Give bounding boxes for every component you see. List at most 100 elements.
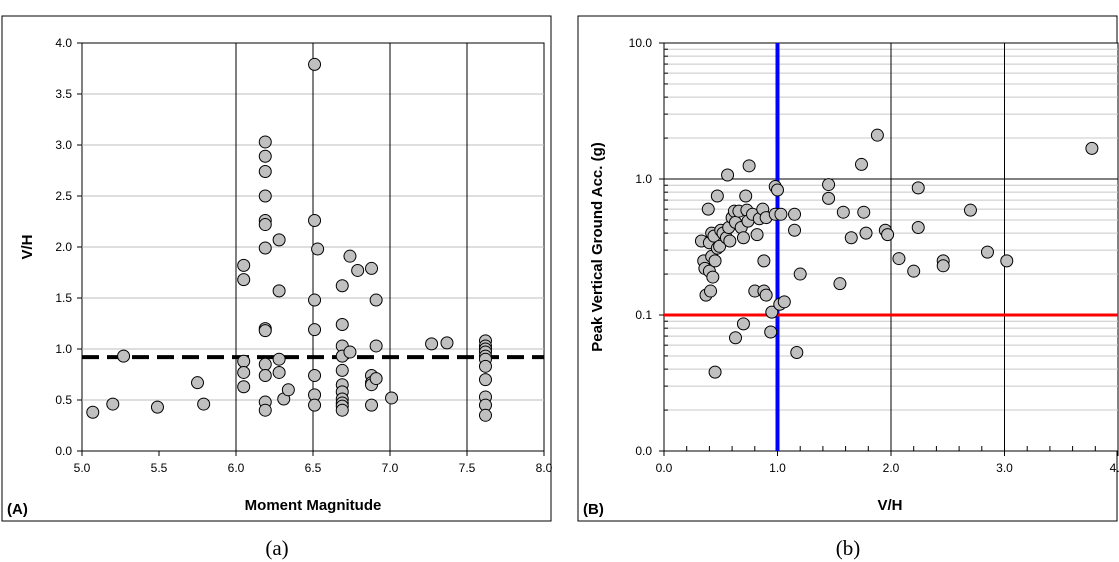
panel-a-data-point [237,273,251,287]
panel-a-data-point [369,339,383,353]
panel-b-data-point [704,284,718,298]
panel-a-data-point [365,398,379,412]
panel-b-data-point [736,231,750,245]
panel-b-y-tick-label: 1.0 [635,172,652,186]
panel-b-data-point [777,295,791,309]
panel-a-data-point [150,400,164,414]
panel-b-data-point [822,191,836,205]
panel-a-data-point [369,293,383,307]
panel-a-data-point [343,249,357,263]
panel-a-data-point [197,397,211,411]
panel-b-x-tick-label: 4.0 [1110,461,1119,475]
panel-a-data-point [308,398,322,412]
panel-a-x-tick-label: 8.0 [536,461,553,475]
panel-a-data-point [258,189,272,203]
panel-b-data-point [907,264,921,278]
panel-a: 0.0 0.5 1.0 1.5 2.0 2.5 3.0 3.5 4.0 5.0 5.5 6.0 6.5 7… [1,15,553,522]
panel-a-data-point [258,357,272,371]
panel-a-y-tick-label: 0.0 [55,444,72,458]
panel-b-data-point [790,345,804,359]
panel-b-data-point [963,203,977,217]
panel-a-x-tick-label: 5.0 [74,461,91,475]
panel-a-data-point [86,405,100,419]
panel-b-data-point [739,189,753,203]
panel-a-data-point [258,165,272,179]
panel-b-data-point [701,202,715,216]
panel-a-y-tick-label: 2.0 [55,240,72,254]
panel-a-x-tick-label: 5.5 [151,461,168,475]
panel-b-data-point [854,157,868,171]
panel-a-data-point [335,279,349,293]
panel-b-data-point [936,259,950,273]
panel-b-data-point [742,159,756,173]
panel-a-data-point [237,365,251,379]
panel-b-data-point [750,228,764,242]
panel-b-x-axis-title: V/H [877,497,902,514]
panel-a-y-tick-label: 3.0 [55,138,72,152]
panel-b-data-point [1000,254,1014,268]
panel-b-axis-ticks: 0.0 0.1 1.0 10.0 0.0 1.0 2.0 3.0 4.0 [629,36,1119,475]
panel-a-data-point [311,242,325,256]
panel-a-data-point [281,383,295,397]
panel-b-x-tick-label: 2.0 [883,461,900,475]
panel-b-data-point [706,270,720,284]
panel-a-data-point [258,135,272,149]
panel-a-label: (A) [7,501,28,518]
panel-a-x-tick-label: 7.5 [459,461,476,475]
panel-b-data-point [911,220,925,234]
panel-b-data-point [759,288,773,302]
panel-b-x-tick-label: 0.0 [656,461,673,475]
panel-b-data-point [757,254,771,268]
panel-b-y-tick-label: 10.0 [629,36,653,50]
panel-a-data-point [237,380,251,394]
panel-a-data-point [237,258,251,272]
panel-b-reference-lines [664,43,1118,451]
panel-a-data-point [258,241,272,255]
panel-b-data-point [708,254,722,268]
panel-a-axis-ticks: 0.0 0.5 1.0 1.5 2.0 2.5 3.0 3.5 4.0 5.0 5.5 6.0 6.5 7… [55,36,552,475]
panel-b-data-point [911,181,925,195]
panel-b-data-point [771,183,784,197]
panel-b-y-axis-title: Peak Vertical Ground Acc. (g) [589,142,606,352]
panel-b-data-point [729,331,743,345]
panel-b-data-point [765,305,779,319]
panel-a-data-point [106,397,120,411]
panel-a-y-tick-label: 1.0 [55,342,72,356]
panel-b-y-tick-label: 0.1 [635,308,652,322]
panel-b-data-point [788,207,802,221]
panel-a-data-point [191,376,204,390]
panel-a-data-point [308,323,322,337]
panel-b-data-point [721,168,735,182]
panel-b-data-point [822,178,836,192]
panel-b-data-point [774,207,788,221]
panel-a-data-point [351,263,365,277]
panel-a-data-point [308,369,322,383]
panel-b-y-tick-label: 0.0 [635,444,652,458]
panel-a-x-tick-label: 7.0 [382,461,399,475]
panel-a-data-point [343,345,357,359]
panel-a-data-point [440,336,454,350]
panel-a-y-tick-label: 1.5 [55,291,72,305]
panel-a-data-point [478,359,492,373]
panel-a-data-points [86,57,492,422]
panel-b-data-point [892,252,906,266]
panel-a-data-point [237,354,251,368]
panel-a-data-point [335,363,349,377]
panel-a-data-point [308,293,322,307]
panel-a-data-point [258,369,272,383]
panel-b-data-point [844,231,858,245]
panel-a-data-point [272,284,286,298]
panel-b-data-point [1085,141,1099,155]
panel-b-data-point [723,234,737,248]
panel-a-y-tick-label: 2.5 [55,189,72,203]
panel-a-x-axis-title: Moment Magnitude [245,497,382,514]
panel-a-data-point [272,365,286,379]
caption-b: (b) [836,536,861,560]
panel-a-data-point [308,213,322,227]
panel-a-y-axis-title: V/H [19,234,36,259]
panel-b-data-point [764,325,778,339]
panel-a-data-point [258,324,272,338]
panel-a-data-point [369,372,383,386]
panel-b-data-point [788,223,802,237]
